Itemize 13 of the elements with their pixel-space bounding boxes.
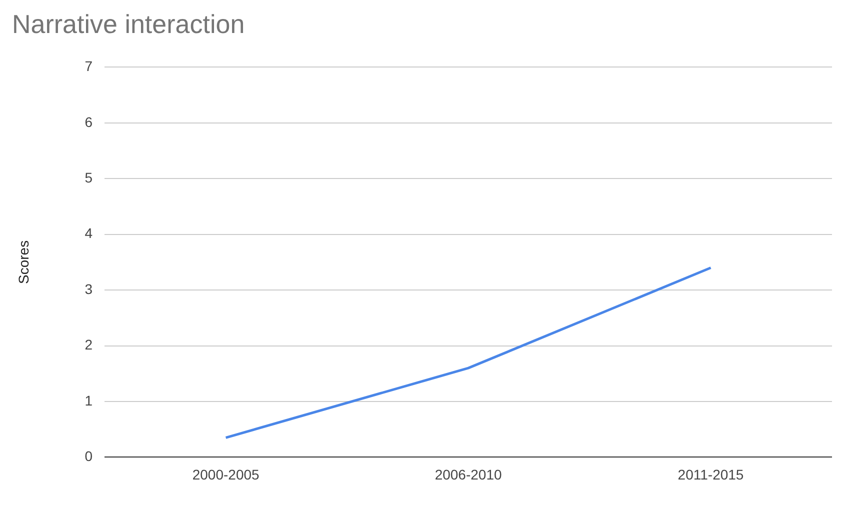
y-axis-title: Scores	[15, 240, 32, 284]
x-tick-label: 2011-2015	[678, 466, 744, 482]
chart-title: Narrative interaction	[12, 8, 245, 39]
y-tick-label: 5	[84, 169, 93, 186]
x-tick-label: 2000-2005	[192, 466, 260, 482]
y-tick-label: 3	[84, 280, 93, 297]
y-tick-label: 7	[84, 58, 93, 74]
x-tick-label: 2006-2010	[434, 466, 502, 482]
y-tick-label: 4	[84, 225, 93, 242]
y-tick-label: 0	[84, 448, 93, 464]
y-tick-label: 2	[84, 336, 93, 353]
y-tick-label: 1	[84, 392, 93, 408]
y-tick-label: 6	[84, 114, 93, 130]
